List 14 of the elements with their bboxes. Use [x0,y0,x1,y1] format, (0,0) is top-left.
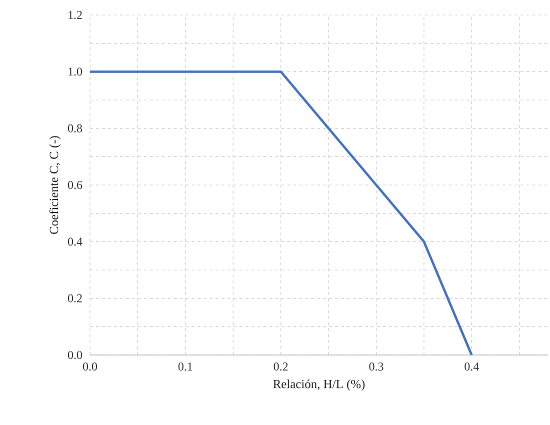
y-tick-label: 1.0 [68,68,82,76]
x-tick-label: 0.1 [178,362,192,371]
y-tick-label: 0.8 [68,124,82,132]
y-tick-label: 0.0 [68,350,82,360]
x-tick-label: 0.4 [464,362,479,371]
x-tick-label: 0.3 [369,362,384,371]
y-tick-label: 1.2 [68,10,82,20]
y-tick-label: 0.6 [68,180,82,190]
x-tick-label: 0.0 [82,362,98,371]
y-tick-label: 0.4 [68,238,82,246]
y-tick-label: 0.2 [68,294,82,302]
y-axis-title: Coeficiente C, C (-) [49,136,61,234]
x-axis-title: Relación, H/L (%) [273,379,365,391]
x-tick-label: 0.2 [274,362,288,371]
